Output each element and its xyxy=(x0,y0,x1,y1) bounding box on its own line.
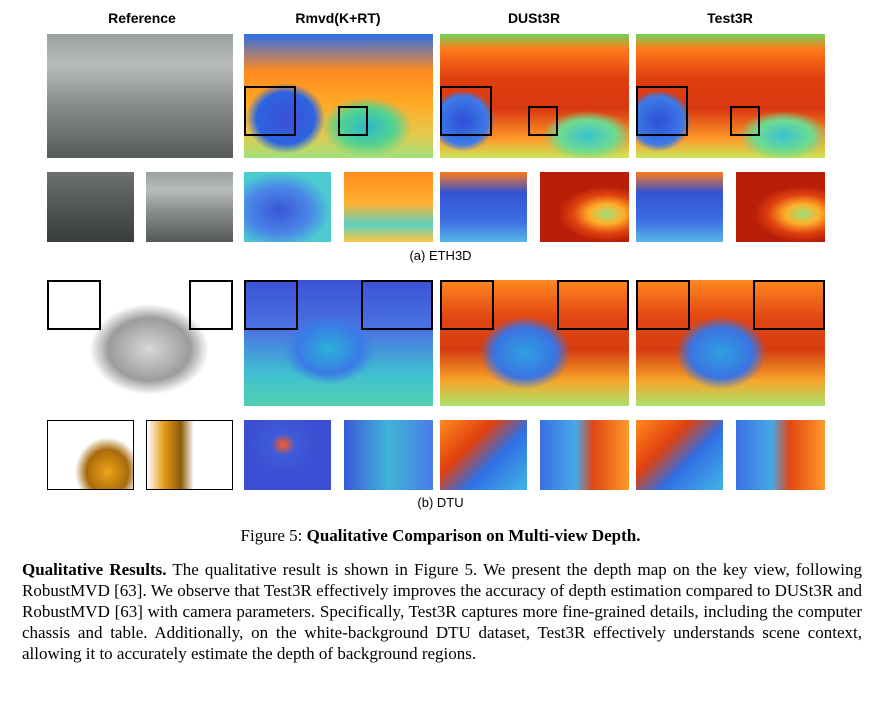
dtu-reference-crop-1 xyxy=(47,420,134,490)
dtu-test3r-crop-2 xyxy=(736,420,825,490)
dtu-reference-crop-2 xyxy=(146,420,233,490)
caption-title: Qualitative Comparison on Multi-view Dep… xyxy=(306,526,641,545)
eth3d-reference-crop-2 xyxy=(146,172,233,242)
dtu-dust3r-depth xyxy=(440,280,629,406)
highlight-box xyxy=(47,280,101,330)
subfigure-label-dtu: (b) DTU xyxy=(417,495,464,510)
highlight-box xyxy=(189,280,233,330)
eth3d-reference-crop-1 xyxy=(47,172,134,242)
eth3d-dust3r-depth xyxy=(440,34,629,158)
paragraph-body: The qualitative result is shown in Figur… xyxy=(22,560,862,663)
dtu-test3r-crop-1 xyxy=(636,420,723,490)
eth3d-dust3r-crop-2 xyxy=(540,172,629,242)
eth3d-rmvd-depth xyxy=(244,34,433,158)
eth3d-test3r-crop-1 xyxy=(636,172,723,242)
highlight-box xyxy=(753,280,825,330)
eth3d-test3r-crop-2 xyxy=(736,172,825,242)
dtu-rmvd-depth xyxy=(244,280,433,406)
dtu-dust3r-crop-1 xyxy=(440,420,527,490)
highlight-box xyxy=(636,86,688,136)
highlight-box xyxy=(338,106,368,136)
caption-prefix: Figure 5: xyxy=(240,526,307,545)
dtu-reference-image xyxy=(47,280,233,406)
body-paragraph: Qualitative Results. The qualitative res… xyxy=(22,559,862,664)
eth3d-rmvd-crop-1 xyxy=(244,172,331,242)
eth3d-dust3r-crop-1 xyxy=(440,172,527,242)
dtu-dust3r-crop-2 xyxy=(540,420,629,490)
column-header-rmvd: Rmvd(K+RT) xyxy=(295,10,381,26)
column-header-dust3r: DUSt3R xyxy=(507,10,561,26)
highlight-box xyxy=(636,280,690,330)
highlight-box xyxy=(730,106,760,136)
column-header-reference: Reference xyxy=(108,10,176,26)
highlight-box xyxy=(440,280,494,330)
eth3d-reference-image xyxy=(47,34,233,158)
highlight-box xyxy=(244,86,296,136)
eth3d-test3r-depth xyxy=(636,34,825,158)
figure-caption: Figure 5: Qualitative Comparison on Mult… xyxy=(0,526,881,546)
column-header-test3r: Test3R xyxy=(707,10,753,26)
eth3d-rmvd-crop-2 xyxy=(344,172,433,242)
highlight-box xyxy=(244,280,298,330)
highlight-box xyxy=(557,280,629,330)
highlight-box xyxy=(528,106,558,136)
highlight-box xyxy=(440,86,492,136)
dtu-rmvd-crop-1 xyxy=(244,420,331,490)
dtu-rmvd-crop-2 xyxy=(344,420,433,490)
paragraph-heading: Qualitative Results. xyxy=(22,560,167,579)
highlight-box xyxy=(361,280,433,330)
subfigure-label-eth3d: (a) ETH3D xyxy=(409,248,472,263)
dtu-test3r-depth xyxy=(636,280,825,406)
